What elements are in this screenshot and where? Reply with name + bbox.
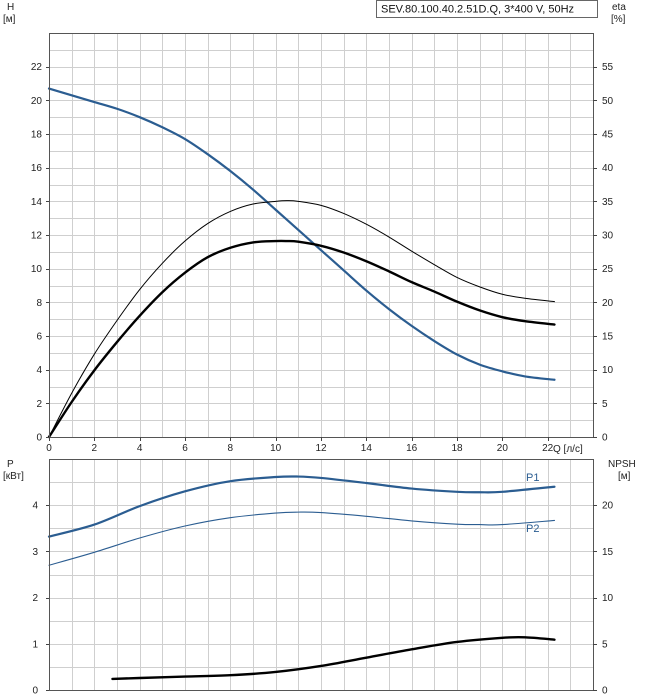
top-right-tick-label: 0 [602,433,608,444]
top-right-tick-label: 50 [602,96,614,107]
chart-title-box: SEV.80.100.40.2.51D.Q, 3*400 V, 50Hz [376,0,598,18]
bottom-left-tick-label: 2 [32,593,38,604]
bottom-right-tick-label: 10 [602,593,614,604]
top-right-tick-label: 25 [602,264,614,275]
top-left-tick-label: 10 [31,264,43,275]
top-plot-curves [47,87,556,439]
chart-title: SEV.80.100.40.2.51D.Q, 3*400 V, 50Hz [381,4,574,16]
x-tick-label: 2 [92,443,98,454]
top-left-tick-label: 22 [31,62,43,73]
top-left-tick-label: 2 [36,399,42,410]
top-left-axis-unit: [м] [3,14,16,25]
bottom-left-tick-label: 3 [32,547,38,558]
x-tick-label: 4 [137,443,143,454]
bottom-left-axis-name: P [7,459,14,470]
series-label-p1: P1 [526,472,539,484]
top-left-tick-label: 14 [31,197,43,208]
x-tick-label: 18 [451,443,463,454]
x-tick-label: 10 [270,443,282,454]
top-right-tick-label: 20 [602,298,614,309]
power-p2-curve [48,511,556,566]
bottom-left-tick-label: 1 [32,639,38,650]
top-right-tick-label: 40 [602,163,614,174]
bottom-plot-curves [47,475,556,681]
npsh-curve [111,635,556,681]
top-right-axis-name: eta [612,2,626,13]
bottom-right-axis-unit: [м] [618,471,631,482]
top-right-tick-label: 55 [602,62,614,73]
top-left-axis-name: H [7,2,14,13]
bottom-plot-frame [49,459,594,691]
x-tick-label: 0 [46,443,52,454]
top-right-tick-label: 45 [602,130,614,141]
bottom-plot-axes: 0 1 2 3 4 0 5 10 15 20 [32,459,614,697]
bottom-left-tick-label: 4 [32,501,38,512]
x-tick-label: 16 [406,443,418,454]
bottom-right-tick-label: 20 [602,501,614,512]
top-right-tick-label: 15 [602,332,614,343]
efficiency-curve-thin [48,200,555,438]
bottom-left-axis-unit: [кВт] [3,471,24,482]
top-left-tick-label: 12 [31,231,43,242]
top-left-tick-label: 18 [31,130,43,141]
bottom-right-tick-label: 5 [602,639,608,650]
x-axis-title: Q [л/с] [553,444,583,455]
top-right-tick-label: 35 [602,197,614,208]
bottom-right-tick-label: 0 [602,686,608,697]
top-left-tick-label: 8 [36,298,42,309]
x-tick-label: 12 [315,443,327,454]
x-tick-label: 14 [361,443,373,454]
bottom-right-tick-label: 15 [602,547,614,558]
power-p1-curve [47,475,556,538]
bottom-left-tick-label: 0 [32,686,38,697]
top-right-tick-label: 10 [602,365,614,376]
series-label-p2: P2 [526,523,539,535]
top-plot-axes: 0246810121416182022051015202530354045505… [31,33,614,454]
top-left-tick-label: 6 [36,332,42,343]
top-left-tick-label: 20 [31,96,43,107]
bottom-right-axis-name: NPSH [608,459,636,470]
head-curve [47,87,556,381]
x-tick-label: 8 [228,443,234,454]
top-left-tick-label: 16 [31,163,43,174]
top-left-tick-label: 0 [36,433,42,444]
x-tick-label: 6 [182,443,188,454]
top-left-tick-label: 4 [36,365,42,376]
efficiency-curve-thick [47,239,556,439]
top-right-axis-unit: [%] [611,14,626,25]
top-plot-grid [49,33,594,438]
bottom-plot-grid [49,459,594,691]
top-right-tick-label: 30 [602,231,614,242]
top-right-tick-label: 5 [602,399,608,410]
x-tick-label: 22 [542,443,554,454]
x-tick-label: 20 [497,443,509,454]
